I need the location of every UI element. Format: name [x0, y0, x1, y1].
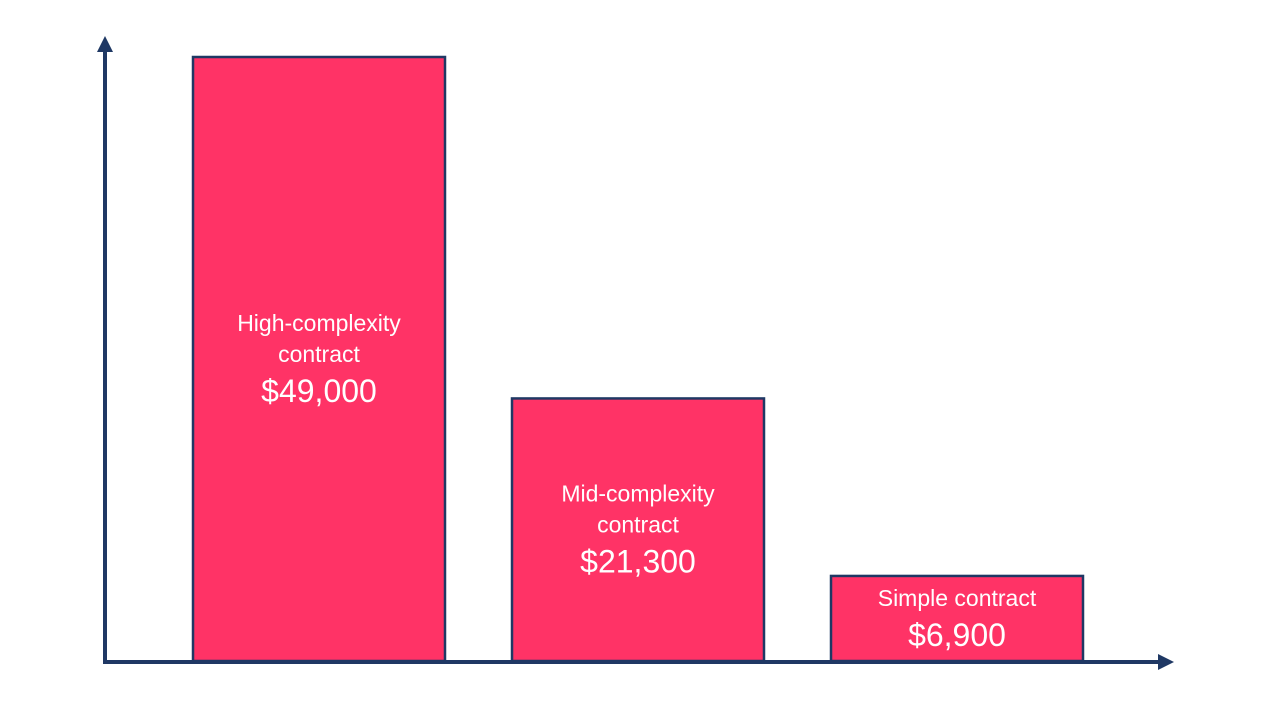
bar: [510, 397, 766, 663]
bar-value-label: $49,000: [261, 373, 377, 409]
bar-category-label: Mid-complexity: [561, 481, 715, 507]
bar-group: High-complexity contract $49,000: [191, 55, 447, 663]
bar-value-label: $21,300: [580, 544, 696, 580]
y-axis-arrow-icon: [97, 36, 113, 52]
bars-group: High-complexity contract $49,000 Mid-comple…: [191, 55, 1085, 663]
bar-group: Simple contract $6,900: [829, 574, 1085, 663]
bar: [829, 574, 1085, 663]
bar-category-label: contract: [597, 512, 679, 538]
bar-category-label: contract: [278, 341, 360, 367]
bar-category-label: High-complexity: [237, 310, 401, 336]
bar-group: Mid-complexity contract $21,300: [510, 397, 766, 663]
bar-category-label: Simple contract: [878, 585, 1037, 611]
x-axis-arrow-icon: [1158, 654, 1174, 670]
bar-value-label: $6,900: [908, 617, 1006, 653]
axes-group: [97, 36, 1174, 670]
bar: [191, 55, 447, 663]
